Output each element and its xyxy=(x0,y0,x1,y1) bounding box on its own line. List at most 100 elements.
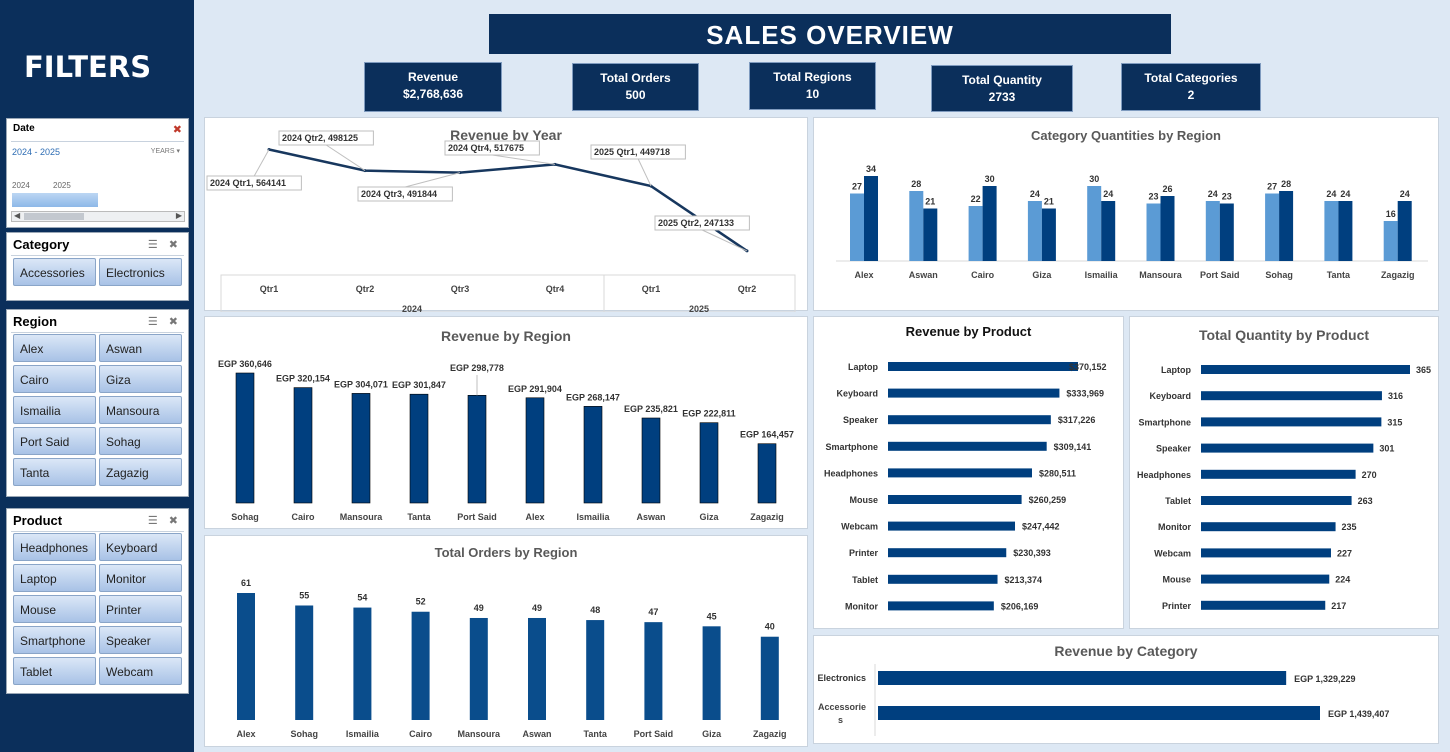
bar-value-label: 47 xyxy=(648,607,658,617)
x-tick-label: Alex xyxy=(525,512,544,522)
y-tick-label: Speaker xyxy=(843,415,879,425)
bar xyxy=(1201,574,1330,584)
bar xyxy=(1201,469,1356,479)
bar xyxy=(586,620,605,720)
region-item-zagazig[interactable]: Zagazig xyxy=(99,458,182,486)
data-label: 2025 Qtr1, 449718 xyxy=(594,147,670,157)
x-tick-label: Zagazig xyxy=(750,512,784,522)
date-timeline-slicer[interactable]: Date ✖ 2024 - 2025 YEARS ▾ 2024 2025 ◀ ▶ xyxy=(6,118,189,228)
bar xyxy=(1087,186,1102,261)
x-tick-label: Cairo xyxy=(409,729,433,739)
bar-value-label: $230,393 xyxy=(1013,548,1051,558)
bar xyxy=(1201,600,1326,610)
multiselect-icon[interactable]: ☰ ✖ xyxy=(147,316,182,328)
product-item-mouse[interactable]: Mouse xyxy=(13,595,96,623)
x-tick-label: Qtr1 xyxy=(642,284,661,294)
product-item-keyboard[interactable]: Keyboard xyxy=(99,533,182,561)
y-tick-label: Laptop xyxy=(1161,365,1191,375)
region-item-ismailia[interactable]: Ismailia xyxy=(13,396,96,424)
x-tick-label: Mansoura xyxy=(1139,270,1183,280)
category-item[interactable]: Accessories xyxy=(13,258,96,286)
y-tick-label: Tablet xyxy=(1165,496,1191,506)
region-item-alex[interactable]: Alex xyxy=(13,334,96,362)
region-item-sohag[interactable]: Sohag xyxy=(99,427,182,455)
scroll-left-icon[interactable]: ◀ xyxy=(14,211,21,220)
category-slicer: Category ☰ ✖ Accessories Electronics xyxy=(6,232,189,301)
revenue-by-year-panel: Revenue by Year 2024 Qtr1, 564141 Qtr1 202… xyxy=(204,117,808,312)
x-tick-label: Alex xyxy=(854,270,873,280)
bar xyxy=(641,417,661,504)
product-item-headphones[interactable]: Headphones xyxy=(13,533,96,561)
bar-value-label: 23 xyxy=(1148,192,1158,202)
category-item[interactable]: Electronics xyxy=(99,258,182,286)
bar xyxy=(1324,201,1339,261)
multiselect-icon[interactable]: ☰ ✖ xyxy=(147,239,182,251)
product-item-webcam[interactable]: Webcam xyxy=(99,657,182,685)
label-leader xyxy=(325,144,366,172)
bar-value-label: 49 xyxy=(532,603,542,613)
multiselect-icon[interactable]: ☰ ✖ xyxy=(147,515,182,527)
x-tick-label: Giza xyxy=(699,512,719,522)
region-slicer: Region ☰ ✖ Alex Aswan Cairo Giza Ismailia Man… xyxy=(6,309,189,497)
bar-value-label: $370,152 xyxy=(1069,362,1107,372)
bar-value-label: $317,226 xyxy=(1058,415,1096,425)
y-tick-label: Electronics xyxy=(817,673,866,683)
timeline-scrollbar[interactable]: ◀ ▶ xyxy=(11,211,185,222)
x-tick-label: Tanta xyxy=(407,512,431,522)
bar xyxy=(888,441,1047,451)
kpi-total-orders: Total Orders 500 xyxy=(572,63,699,111)
filters-title: FILTERS xyxy=(24,50,152,84)
product-item-monitor[interactable]: Monitor xyxy=(99,564,182,592)
bar xyxy=(888,468,1032,478)
bar-value-label: EGP 320,154 xyxy=(276,374,330,384)
y-tick-label: Monitor xyxy=(845,601,878,611)
revenue-by-year-chart: 2024 Qtr1, 564141 Qtr1 2024 Qtr2, 498125 Qt… xyxy=(206,130,796,312)
timeline-selection-bar[interactable] xyxy=(12,193,98,207)
bar-value-label: EGP 1,439,407 xyxy=(1328,709,1389,719)
x-tick-label: Mansoura xyxy=(340,512,384,522)
bar-value-label: $309,141 xyxy=(1054,442,1092,452)
product-item-printer[interactable]: Printer xyxy=(99,595,182,623)
region-item-mansoura[interactable]: Mansoura xyxy=(99,396,182,424)
chart-title: Total Quantity by Product xyxy=(1198,327,1370,343)
bar xyxy=(1201,391,1382,401)
bar-value-label: $333,969 xyxy=(1066,389,1104,399)
bar-value-label: 45 xyxy=(707,611,717,621)
region-item-tanta[interactable]: Tanta xyxy=(13,458,96,486)
x-tick-label: Zagazig xyxy=(753,729,787,739)
bar xyxy=(757,443,777,504)
bar xyxy=(1201,548,1331,558)
quantity-by-product-chart: Laptop 365 Keyboard 316 Smartphone 315 Speaker… xyxy=(1137,365,1431,611)
region-item-port-said[interactable]: Port Said xyxy=(13,427,96,455)
scroll-thumb[interactable] xyxy=(24,213,84,220)
bar xyxy=(888,574,998,584)
quantity-by-product-panel: Total Quantity by Product Laptop 365 Keybo… xyxy=(1129,316,1439,629)
region-item-giza[interactable]: Giza xyxy=(99,365,182,393)
bar xyxy=(1201,522,1336,532)
time-level-dropdown[interactable]: YEARS ▾ xyxy=(150,148,180,155)
bar-value-label: 27 xyxy=(1267,182,1277,192)
region-item-cairo[interactable]: Cairo xyxy=(13,365,96,393)
revenue-by-region-panel: Revenue by Region EGP 360,646 Sohag EGP 32… xyxy=(204,316,808,529)
kpi-total-regions: Total Regions 10 xyxy=(749,62,876,110)
bar-value-label: 263 xyxy=(1358,496,1373,506)
region-item-aswan[interactable]: Aswan xyxy=(99,334,182,362)
product-item-laptop[interactable]: Laptop xyxy=(13,564,96,592)
label-leader xyxy=(253,149,270,177)
bar-value-label: 30 xyxy=(985,174,995,184)
data-label-box xyxy=(654,215,750,231)
bar-value-label: 54 xyxy=(357,593,367,603)
clear-filter-icon[interactable]: ✖ xyxy=(172,124,182,136)
timeline-year-2024: 2024 xyxy=(12,181,30,190)
product-item-tablet[interactable]: Tablet xyxy=(13,657,96,685)
product-item-smartphone[interactable]: Smartphone xyxy=(13,626,96,654)
bar-value-label: $247,442 xyxy=(1022,522,1060,532)
kpi-total-categories: Total Categories 2 xyxy=(1121,63,1261,111)
x-tick-label: Qtr4 xyxy=(546,284,565,294)
revenue-by-region-chart: EGP 360,646 Sohag EGP 320,154 Cairo EGP 304,… xyxy=(218,359,794,522)
scroll-right-icon[interactable]: ▶ xyxy=(175,211,182,220)
bar xyxy=(644,622,663,720)
product-item-speaker[interactable]: Speaker xyxy=(99,626,182,654)
bar xyxy=(1041,208,1056,261)
data-label: 2025 Qtr2, 247133 xyxy=(658,218,734,228)
